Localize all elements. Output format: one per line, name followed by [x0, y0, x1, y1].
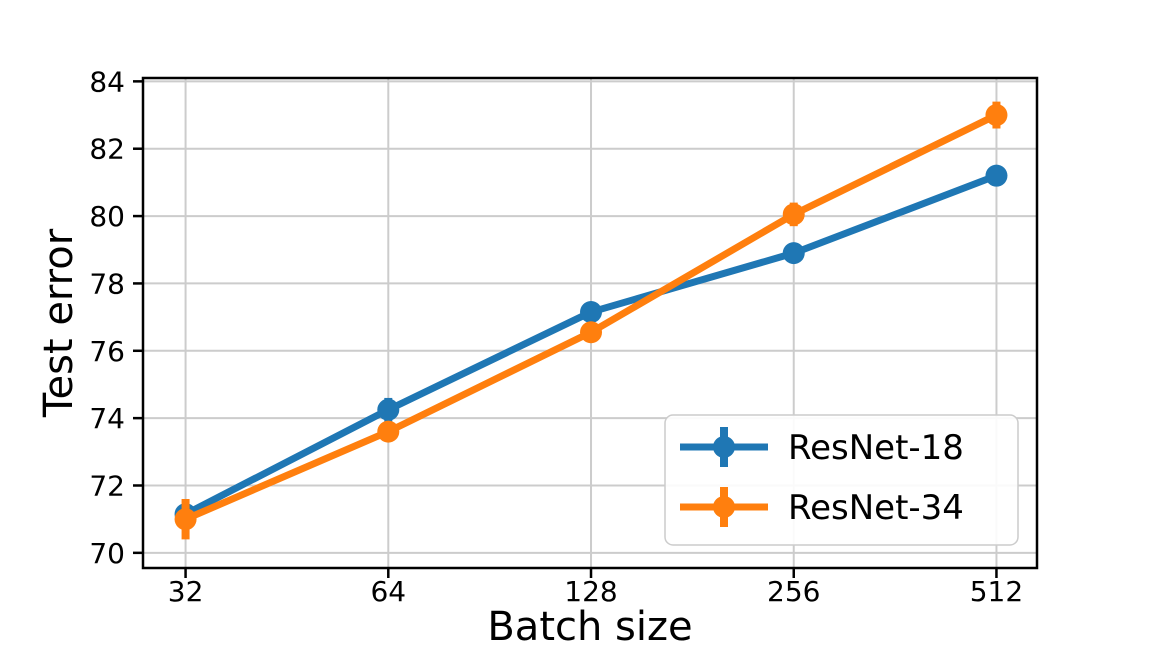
series-layer — [174, 101, 1008, 540]
y-tick-label: 78 — [89, 267, 125, 300]
y-tick-label: 80 — [89, 200, 125, 233]
x-tick-label: 32 — [168, 575, 204, 608]
series-resnet-34 — [174, 101, 1008, 540]
data-point-marker — [782, 242, 805, 265]
data-point-marker — [580, 301, 603, 324]
data-point-marker — [377, 420, 400, 443]
x-tick-label: 128 — [564, 575, 617, 608]
tick-layer: 70 72 74 76 78 80 82 84 32 64 128 256 512 — [89, 65, 1023, 608]
y-tick-label: 70 — [89, 537, 125, 570]
plot-border — [141, 76, 1039, 570]
data-point-marker — [377, 398, 400, 421]
data-point-marker — [782, 203, 805, 226]
x-tick-label: 256 — [767, 575, 820, 608]
legend-label: ResNet-34 — [788, 488, 964, 528]
data-point-marker — [985, 164, 1008, 187]
legend-entry-resnet-18: ResNet-18 — [680, 427, 964, 468]
x-axis-title: Batch size — [487, 604, 692, 648]
x-tick-label: 64 — [370, 575, 406, 608]
y-tick-label: 74 — [89, 402, 125, 435]
data-point-marker — [985, 104, 1008, 127]
legend-label: ResNet-18 — [788, 428, 964, 468]
y-tick-label: 82 — [89, 133, 125, 166]
legend-entry-resnet-34: ResNet-34 — [680, 487, 964, 528]
legend-layer: ResNet-18 ResNet-34 — [664, 414, 1019, 546]
y-axis-title: Test error — [36, 228, 82, 418]
data-point-marker — [174, 508, 197, 531]
x-tick-label: 512 — [970, 575, 1023, 608]
legend-sample-marker — [713, 436, 735, 458]
y-tick-label: 84 — [89, 65, 125, 98]
data-point-marker — [580, 321, 603, 344]
legend-sample-marker — [713, 496, 735, 518]
y-tick-label: 76 — [89, 335, 125, 368]
y-tick-label: 72 — [89, 469, 125, 502]
